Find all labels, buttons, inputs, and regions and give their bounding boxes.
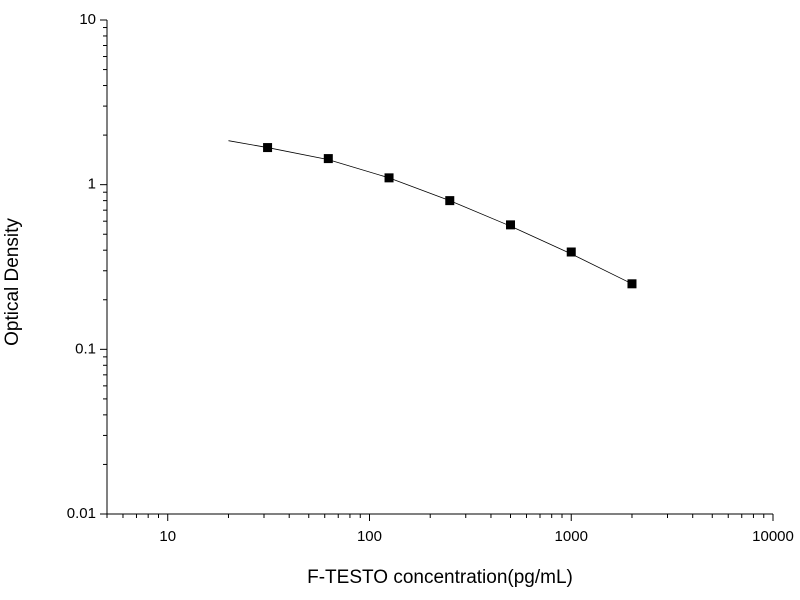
y-tick-label: 0.01 — [67, 505, 96, 522]
y-tick-label: 10 — [79, 11, 96, 28]
y-tick-label: 1 — [88, 176, 96, 193]
y-axis-label: Optical Density — [2, 218, 23, 346]
x-tick-label: 10000 — [752, 528, 794, 545]
fit-curve — [228, 140, 633, 285]
x-axis-label: F-TESTO concentration(pg/mL) — [307, 567, 573, 588]
data-point — [566, 247, 576, 257]
x-tick-label: 100 — [357, 528, 382, 545]
data-point — [506, 220, 516, 230]
data-point — [323, 154, 333, 164]
y-tick-label: 0.1 — [75, 340, 96, 357]
x-tick-label: 10 — [159, 528, 176, 545]
x-tick-label: 1000 — [555, 528, 588, 545]
